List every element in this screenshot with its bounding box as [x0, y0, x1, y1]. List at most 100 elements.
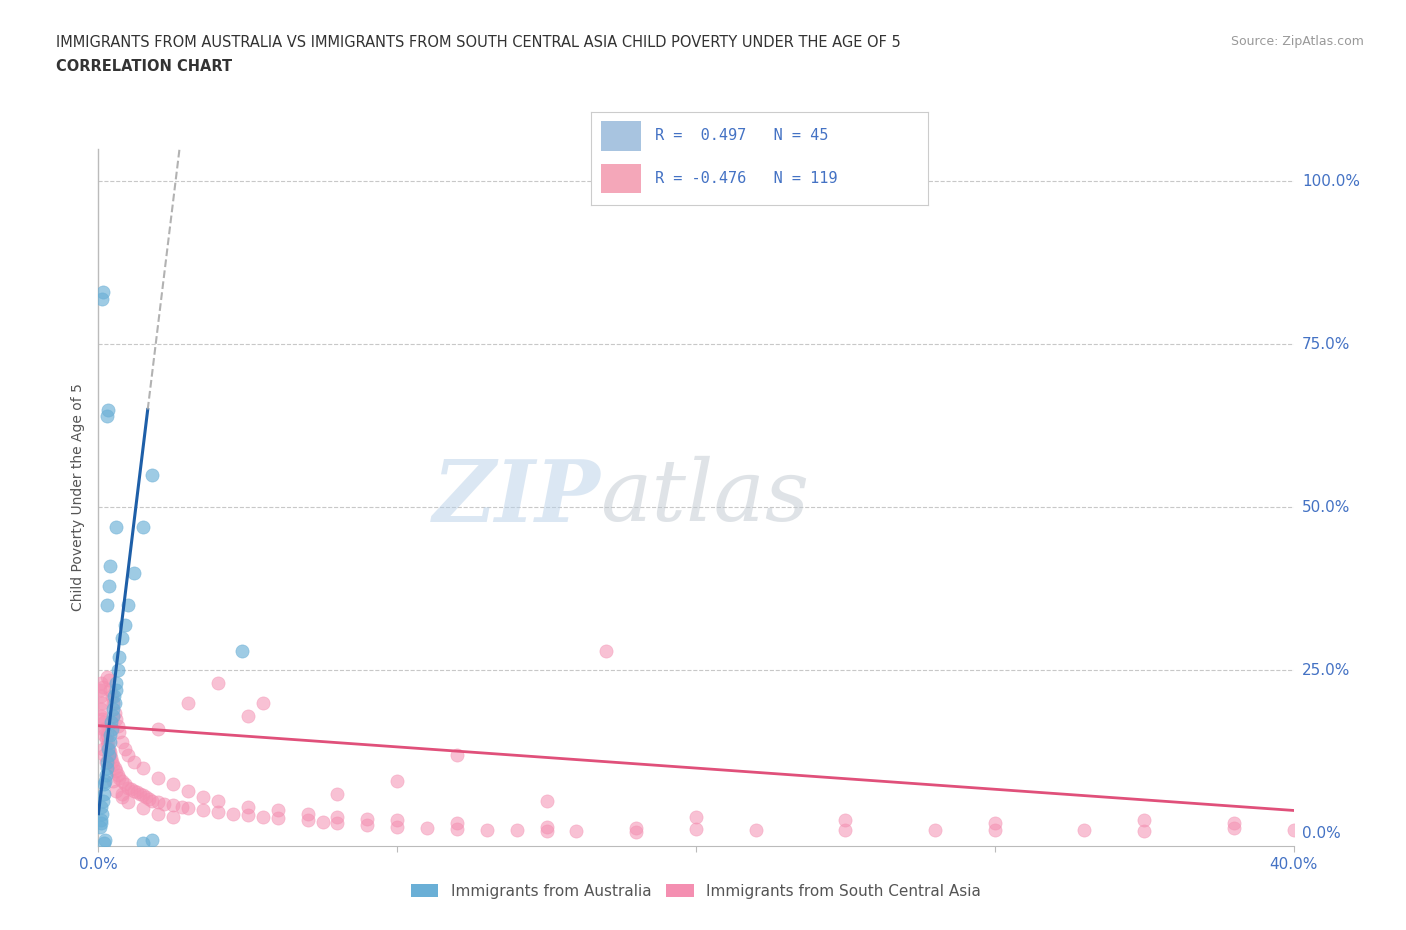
Legend: Immigrants from Australia, Immigrants from South Central Asia: Immigrants from Australia, Immigrants fr… — [405, 878, 987, 905]
Bar — [600, 121, 641, 151]
Point — [983, 822, 1005, 837]
Point — [91, 696, 114, 711]
Point — [91, 806, 114, 821]
Point — [252, 809, 274, 824]
Point — [105, 783, 128, 798]
Point — [98, 683, 122, 698]
Text: 75.0%: 75.0% — [1302, 337, 1350, 352]
Point — [385, 774, 409, 789]
Point — [89, 819, 111, 834]
Point — [90, 676, 112, 691]
Point — [96, 737, 118, 752]
Point — [90, 709, 112, 724]
Point — [98, 559, 122, 574]
Point — [94, 731, 117, 746]
Point — [97, 578, 120, 593]
Point — [97, 748, 120, 763]
Point — [104, 761, 127, 776]
Point — [120, 781, 142, 796]
Point — [207, 676, 229, 691]
Point — [90, 689, 112, 704]
Point — [124, 783, 146, 798]
Point — [148, 770, 170, 785]
Text: R =  0.497   N = 45: R = 0.497 N = 45 — [655, 128, 828, 143]
Point — [191, 803, 214, 817]
Text: atlas: atlas — [600, 457, 810, 538]
Point — [101, 689, 124, 704]
Point — [565, 824, 588, 839]
Point — [252, 696, 274, 711]
Point — [89, 683, 111, 698]
Point — [311, 814, 333, 829]
Point — [89, 813, 111, 828]
Point — [114, 618, 136, 632]
Point — [96, 728, 118, 743]
Point — [91, 679, 114, 694]
Point — [90, 800, 112, 815]
Text: CORRELATION CHART: CORRELATION CHART — [56, 59, 232, 73]
Point — [93, 748, 115, 763]
Point — [446, 816, 468, 830]
Point — [97, 741, 120, 756]
Point — [91, 793, 114, 808]
Point — [94, 832, 117, 847]
Text: 50.0%: 50.0% — [1302, 499, 1350, 515]
Point — [90, 816, 112, 830]
Point — [326, 809, 349, 824]
Point — [297, 813, 319, 828]
Point — [117, 780, 139, 795]
Point — [153, 796, 176, 811]
Point — [111, 631, 134, 645]
Point — [1073, 822, 1095, 837]
Point — [326, 816, 349, 830]
Point — [162, 777, 184, 791]
Point — [141, 793, 163, 808]
Point — [1282, 822, 1305, 837]
Point — [96, 670, 118, 684]
Point — [536, 824, 558, 839]
Point — [107, 663, 129, 678]
Point — [103, 709, 125, 724]
Point — [983, 816, 1005, 830]
Point — [162, 798, 184, 813]
Point — [108, 770, 131, 785]
Point — [506, 822, 529, 837]
Point — [91, 291, 114, 306]
Point — [98, 735, 122, 750]
Point — [111, 774, 134, 789]
Point — [132, 761, 155, 776]
Point — [416, 820, 439, 835]
Point — [93, 787, 115, 802]
Point — [91, 285, 114, 299]
Point — [1133, 813, 1156, 828]
Point — [100, 751, 122, 765]
Point — [101, 754, 124, 769]
Text: ZIP: ZIP — [433, 456, 600, 539]
Point — [91, 741, 114, 756]
Text: IMMIGRANTS FROM AUSTRALIA VS IMMIGRANTS FROM SOUTH CENTRAL ASIA CHILD POVERTY UN: IMMIGRANTS FROM AUSTRALIA VS IMMIGRANTS … — [56, 35, 901, 50]
Point — [117, 748, 139, 763]
Point — [231, 644, 253, 658]
Point — [267, 803, 290, 817]
Point — [101, 702, 124, 717]
Point — [111, 787, 134, 802]
Point — [141, 832, 163, 847]
Point — [103, 689, 125, 704]
Y-axis label: Child Poverty Under the Age of 5: Child Poverty Under the Age of 5 — [72, 383, 86, 612]
Point — [104, 705, 127, 720]
Point — [177, 801, 200, 816]
Point — [114, 777, 136, 791]
Point — [356, 812, 378, 827]
Point — [624, 825, 647, 840]
Point — [114, 741, 136, 756]
Point — [236, 807, 259, 822]
Text: Source: ZipAtlas.com: Source: ZipAtlas.com — [1230, 35, 1364, 48]
Point — [105, 683, 128, 698]
Point — [148, 806, 170, 821]
Point — [132, 520, 155, 535]
Point — [124, 754, 146, 769]
Point — [94, 767, 117, 782]
Point — [98, 748, 122, 763]
Point — [117, 598, 139, 613]
Point — [93, 777, 115, 791]
